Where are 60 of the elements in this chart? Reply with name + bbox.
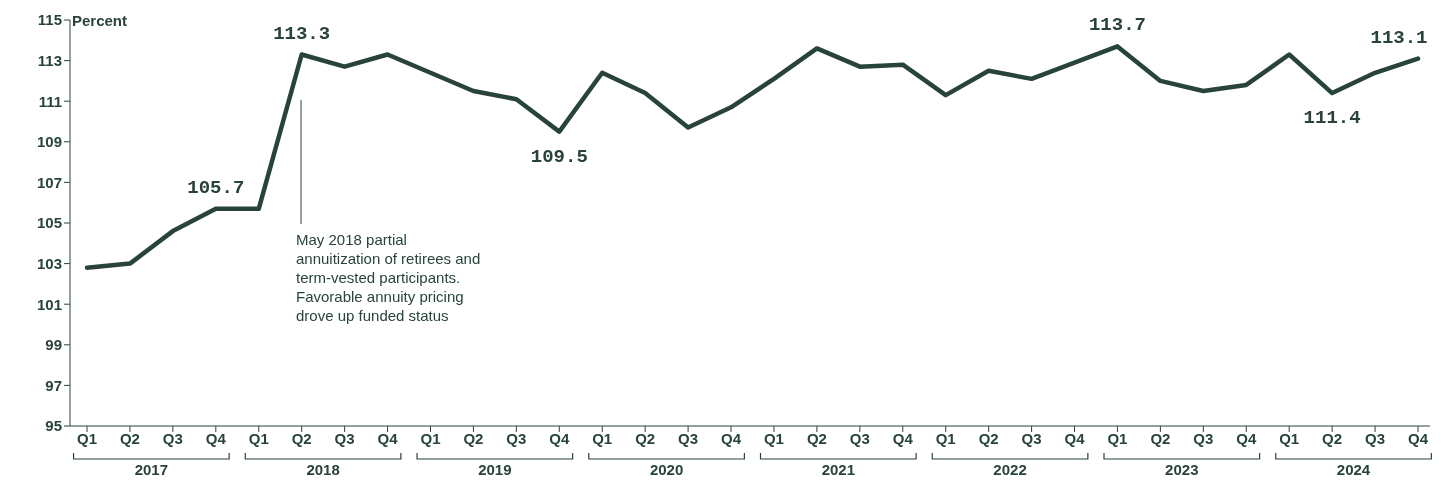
x-tick-label: Q4 xyxy=(205,430,227,447)
text: 2024 xyxy=(1336,461,1371,478)
x-tick-label: Q1 xyxy=(935,430,956,447)
data-label: 111.4 xyxy=(1303,107,1361,130)
x-tick-label: Q1 xyxy=(248,430,269,447)
y-tick-label: 103 xyxy=(36,254,62,272)
text: 2020 xyxy=(649,461,684,478)
y-tick-label: 109 xyxy=(36,133,62,151)
x-tick-label: Q2 xyxy=(291,430,312,447)
data-label: 113.1 xyxy=(1370,26,1428,49)
y-tick-label: 97 xyxy=(45,376,62,394)
x-tick-label: Q2 xyxy=(1322,430,1343,447)
x-tick-label: Q3 xyxy=(1365,430,1386,447)
x-tick-label: Q2 xyxy=(635,430,656,447)
x-tick-label: Q3 xyxy=(506,430,527,447)
x-tick-label: Q2 xyxy=(978,430,999,447)
data-label: 105.7 xyxy=(187,176,245,199)
y-tick-label: 95 xyxy=(45,417,62,435)
text: 2019 xyxy=(478,461,512,478)
x-tick-label: Q4 xyxy=(1407,430,1429,447)
x-tick-label: Q3 xyxy=(849,430,870,447)
y-tick-label: 115 xyxy=(37,11,62,29)
x-tick-label: Q4 xyxy=(721,430,742,447)
x-tick-label: Q2 xyxy=(806,430,827,447)
y-tick-label: 113 xyxy=(37,51,62,69)
x-tick-label: Q3 xyxy=(678,430,699,447)
data-label: 113.7 xyxy=(1088,14,1146,37)
annotation: May 2018 partial annuitization of retirees and term-vested participants. Favorable annuity pricing drove up funded status xyxy=(296,230,482,325)
x-tick-label: Q3 xyxy=(1021,430,1042,447)
y-tick-label: 105 xyxy=(36,214,62,232)
data-label: 109.5 xyxy=(530,145,588,168)
y-tick-label: 101 xyxy=(36,295,62,313)
x-tick-label: Q1 xyxy=(1107,430,1128,447)
x-tick-label: Q3 xyxy=(162,430,183,447)
x-tick-label: Q4 xyxy=(1236,430,1257,447)
x-tick-label: Q1 xyxy=(1279,430,1300,447)
y-tick-label: 99 xyxy=(45,336,62,354)
x-tick-label: Q2 xyxy=(1150,430,1171,447)
x-tick-label: Q4 xyxy=(892,430,914,447)
x-tick-label: Q4 xyxy=(377,430,399,447)
x-tick-label: Q4 xyxy=(1064,430,1086,447)
text: 2018 xyxy=(306,461,340,478)
y-tick-label: 107 xyxy=(36,173,62,191)
text: 2017 xyxy=(134,461,169,478)
x-tick-label: Q1 xyxy=(592,430,613,447)
y-axis-title: Percent xyxy=(72,12,128,29)
x-tick-label: Q2 xyxy=(119,430,140,447)
text: 2021 xyxy=(821,461,856,478)
x-tick-label: Q1 xyxy=(763,430,784,447)
x-tick-label: Q1 xyxy=(76,430,98,447)
text: 2023 xyxy=(1165,461,1199,478)
line-series xyxy=(84,44,1421,270)
y-tick-label: 111 xyxy=(38,92,62,110)
x-tick-label: Q2 xyxy=(463,430,484,447)
x-tick-label: Q3 xyxy=(334,430,355,447)
x-tick-label: Q3 xyxy=(1193,430,1214,447)
x-tick-label: Q1 xyxy=(420,430,441,447)
text: 2022 xyxy=(993,461,1027,478)
data-label: 113.3 xyxy=(273,22,331,45)
x-tick-label: Q4 xyxy=(549,430,570,447)
